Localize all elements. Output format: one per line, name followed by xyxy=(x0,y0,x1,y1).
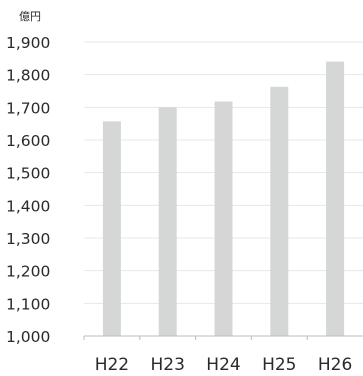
y-tick-label: 1,200 xyxy=(6,263,50,281)
y-tick-label: 1,400 xyxy=(6,197,50,215)
y-axis: 1,000 1,100 1,200 1,300 1,400 1,500 1,600 1,700… xyxy=(6,34,50,346)
bars xyxy=(102,61,345,337)
y-tick-label: 1,600 xyxy=(6,132,50,150)
x-tick-label: H26 xyxy=(318,355,352,375)
unit-label: 億円 xyxy=(19,10,41,23)
x-tick-label: H25 xyxy=(262,355,296,375)
y-tick-label: 1,000 xyxy=(6,328,50,346)
bar xyxy=(326,61,345,336)
x-tick-label: H22 xyxy=(95,355,129,375)
y-tick-label: 1,300 xyxy=(6,230,50,248)
y-tick-label: 1,100 xyxy=(6,295,50,313)
x-tick-label: H23 xyxy=(150,355,184,375)
bar xyxy=(102,121,121,336)
y-tick-label: 1,900 xyxy=(6,34,50,52)
bar xyxy=(214,101,233,336)
y-tick-label: 1,500 xyxy=(6,165,50,183)
bar xyxy=(270,86,289,337)
bar xyxy=(158,107,177,336)
y-tick-label: 1,700 xyxy=(6,99,50,117)
y-tick-label: 1,800 xyxy=(6,67,50,85)
x-tick-label: H24 xyxy=(206,355,240,375)
x-axis: H22 H23 H24 H25 H26 xyxy=(83,335,363,375)
